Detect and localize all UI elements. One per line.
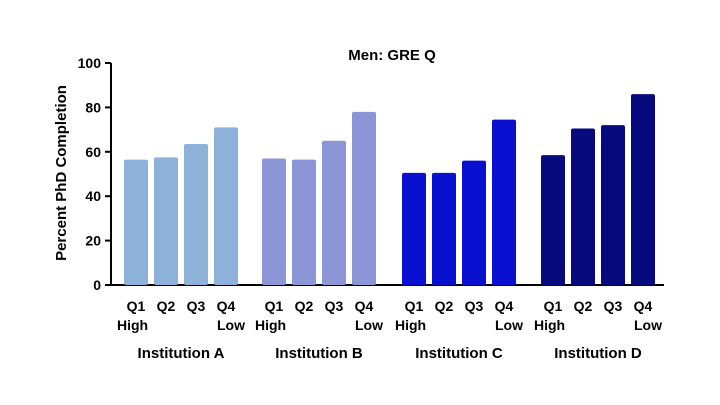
bar — [492, 119, 516, 285]
y-tick-label: 60 — [85, 144, 101, 160]
x-tick-sublabel: Low — [217, 317, 245, 333]
group-label: Institution D — [554, 345, 642, 362]
x-tick-label: Q3 — [465, 298, 484, 314]
y-axis-label: Percent PhD Completion — [53, 85, 70, 261]
bar — [432, 172, 456, 285]
bar — [262, 158, 286, 285]
bar — [124, 159, 148, 285]
x-tick-sublabel: High — [117, 317, 148, 333]
x-tick-label: Q4 — [355, 298, 374, 314]
bars — [124, 94, 655, 285]
x-tick-sublabel: Low — [634, 317, 662, 333]
x-tick-label: Q3 — [187, 298, 206, 314]
bar — [571, 128, 595, 285]
bar — [402, 172, 426, 285]
bar — [322, 140, 346, 285]
bar — [292, 159, 316, 285]
y-tick-label: 0 — [93, 277, 101, 293]
x-tick-label: Q2 — [574, 298, 593, 314]
x-tick-label: Q1 — [405, 298, 424, 314]
y-tick-label: 20 — [85, 233, 101, 249]
bar — [352, 111, 376, 285]
x-tick-label: Q4 — [217, 298, 236, 314]
x-tick-label: Q2 — [295, 298, 314, 314]
x-tick-label: Q2 — [435, 298, 454, 314]
group-label: Institution A — [138, 345, 225, 362]
chart-title: Men: GRE Q — [348, 47, 436, 64]
x-tick-label: Q1 — [544, 298, 563, 314]
x-tick-label: Q2 — [157, 298, 176, 314]
bar — [214, 127, 238, 285]
x-tick-sublabel: High — [255, 317, 286, 333]
y-tick-label: 80 — [85, 99, 101, 115]
x-tick-sublabel: Low — [495, 317, 523, 333]
category-labels: Q1 High Q2 Q3 Q4 Low Institution A Q1 High Q2 Q3 Q4… — [117, 298, 662, 362]
x-tick-label: Q3 — [604, 298, 623, 314]
y-tick-label: 40 — [85, 188, 101, 204]
bar — [462, 160, 486, 285]
bar — [601, 125, 625, 285]
x-tick-label: Q4 — [634, 298, 653, 314]
bar — [541, 155, 565, 285]
group-label: Institution C — [415, 345, 503, 362]
y-tick-label: 100 — [78, 55, 102, 71]
x-tick-sublabel: High — [395, 317, 426, 333]
x-tick-label: Q4 — [495, 298, 514, 314]
bar — [184, 144, 208, 285]
bar — [154, 157, 178, 285]
x-tick-label: Q3 — [325, 298, 344, 314]
x-tick-sublabel: High — [534, 317, 565, 333]
x-tick-label: Q1 — [127, 298, 146, 314]
x-tick-sublabel: Low — [355, 317, 383, 333]
x-tick-label: Q1 — [265, 298, 284, 314]
bar — [631, 94, 655, 285]
group-label: Institution B — [275, 345, 363, 362]
